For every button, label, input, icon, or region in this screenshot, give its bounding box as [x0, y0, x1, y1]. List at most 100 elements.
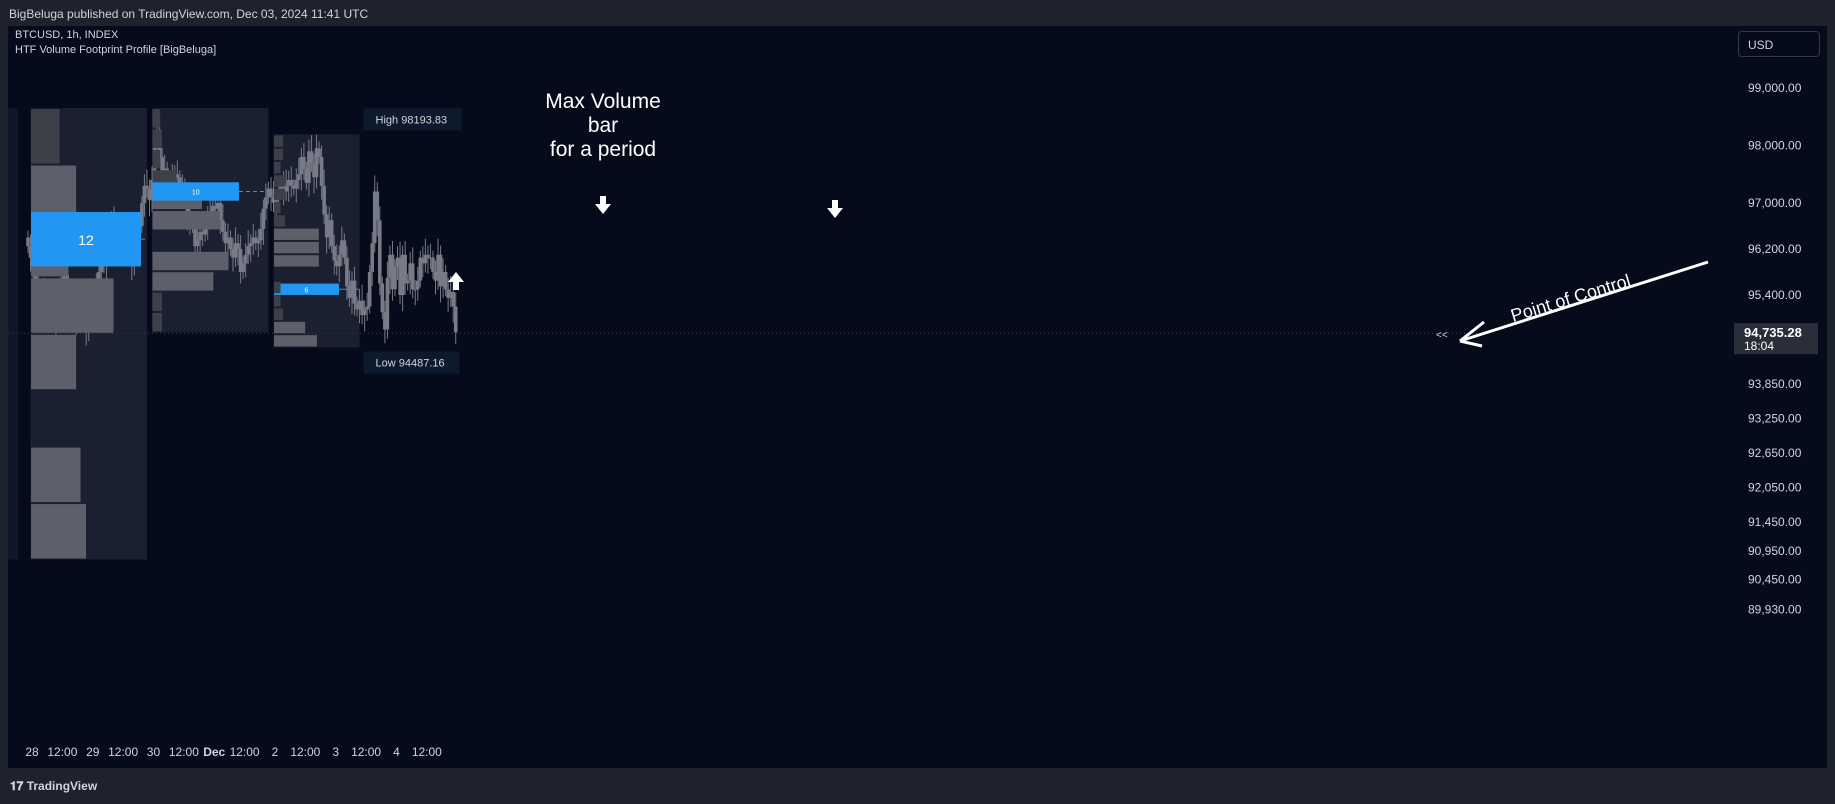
profile-bar [31, 447, 81, 503]
candle-body [198, 231, 202, 241]
y-tick-label: 98,000.00 [1748, 139, 1802, 153]
x-tick-label: 28 [25, 745, 39, 759]
candle-body [243, 254, 248, 264]
candle-body [28, 246, 33, 258]
candle-body [426, 254, 430, 258]
candle-body [398, 257, 402, 295]
profile-bar [152, 149, 161, 169]
candle-body [322, 185, 326, 215]
candle-body [195, 240, 200, 247]
x-tick-label: 12:00 [290, 745, 320, 759]
candle-body [448, 292, 453, 298]
low-label-box [363, 351, 460, 374]
high-label-box [363, 108, 462, 131]
candle-body [352, 280, 357, 304]
candle-body [261, 208, 266, 229]
candle-body [378, 220, 382, 284]
candle-body [302, 157, 306, 169]
candle-body [226, 237, 230, 244]
candle-body [289, 180, 294, 186]
candle-body [372, 191, 377, 244]
candle-body [324, 214, 329, 238]
candle-body [145, 185, 149, 189]
axes: 99,000.00 98,000.00 97,000.00 96,200.00 95,4… [25, 81, 1818, 759]
candle-body [266, 188, 271, 198]
candle-body [291, 185, 296, 189]
poc-value: 12 [78, 232, 94, 248]
volume-profiles: 12 10 6 [31, 109, 340, 559]
candle-body [453, 306, 458, 333]
candle-body [395, 257, 400, 267]
profile-bar [31, 334, 77, 390]
candle-body [403, 254, 407, 284]
x-tick-label: 4 [393, 745, 400, 759]
candle-body [355, 303, 359, 310]
y-tick-label: 93,250.00 [1748, 412, 1802, 426]
candle-body [309, 151, 314, 163]
y-tick-label: 91,450.00 [1748, 515, 1802, 529]
candle-body [413, 289, 418, 291]
profile-bar [274, 201, 281, 214]
candle-body [286, 180, 291, 186]
candle-body [150, 180, 154, 201]
candle-body [248, 243, 253, 247]
y-tick-label: 96,200.00 [1748, 242, 1802, 256]
candle-body [400, 254, 405, 295]
candle-body [393, 266, 397, 290]
price-chart[interactable]: 12 10 6 BTCUSD, 1h, INDEX HTF Volume Footpr… [8, 26, 1827, 768]
candle-body [334, 260, 339, 267]
tradingview-logo[interactable]: 𝟏𝟕 TradingView [10, 779, 97, 794]
profile-bar [274, 135, 284, 147]
candle-body [327, 220, 331, 238]
candle-body [175, 174, 180, 178]
profile-bar [274, 161, 281, 174]
up-arrow-icon [448, 272, 464, 290]
max-volume-annotation: for a period [550, 138, 656, 161]
candle-body [281, 182, 286, 192]
candle-body [415, 280, 420, 290]
x-tick-label: 29 [86, 745, 100, 759]
candle-body [256, 240, 261, 244]
candle-body [418, 257, 423, 281]
profile-bar [152, 109, 161, 128]
footer-bar: 𝟏𝟕 TradingView [0, 768, 1835, 804]
tradingview-logo-icon: 𝟏𝟕 [10, 779, 27, 793]
y-tick-label: 92,650.00 [1748, 446, 1802, 460]
profile-bar [274, 321, 306, 334]
poc-arrow-line [1459, 260, 1709, 343]
candle-body [241, 263, 245, 272]
candle-body [231, 249, 235, 258]
chart-frame[interactable]: 12 10 6 BTCUSD, 1h, INDEX HTF Volume Footpr… [8, 26, 1827, 768]
profile-bar [274, 295, 281, 307]
candle-body [147, 188, 152, 201]
candle-body [443, 272, 448, 290]
candle-body [431, 257, 435, 272]
profile-bar [274, 281, 281, 294]
candle-body [221, 220, 225, 232]
poc-annotation: Point of Control [1508, 270, 1633, 325]
candle-body [329, 220, 334, 247]
candle-body [294, 180, 299, 189]
y-tick-label: 99,000.00 [1748, 81, 1802, 95]
profile-bar [274, 335, 317, 347]
candle-body [441, 272, 445, 287]
y-tick-label: 95,400.00 [1748, 288, 1802, 302]
candle-body [340, 240, 344, 255]
candle-body [140, 203, 144, 226]
candle-body [264, 197, 268, 209]
candle-body [360, 300, 364, 316]
poc-value: 6 [305, 287, 309, 294]
y-tick-label: 97,000.00 [1748, 196, 1802, 210]
candle-body [405, 280, 410, 284]
candle-body [279, 182, 283, 192]
candle-body [410, 263, 415, 290]
profile-bar [152, 292, 163, 311]
profile-bar [152, 312, 163, 332]
x-tick-label: 30 [147, 745, 161, 759]
x-tick-label: 12:00 [108, 745, 138, 759]
candle-body [314, 148, 319, 178]
y-tick-label: 92,050.00 [1748, 481, 1802, 495]
currency-button[interactable]: USD [1738, 31, 1820, 57]
profile-bar [31, 504, 87, 559]
candle-body [428, 257, 433, 259]
